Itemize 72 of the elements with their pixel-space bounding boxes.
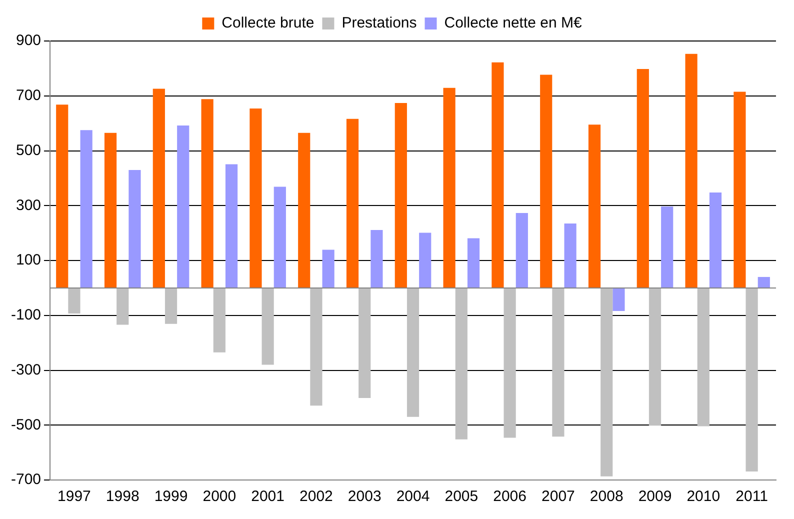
x-tick-label: 2004	[396, 488, 430, 506]
bar	[164, 288, 178, 324]
bar	[68, 288, 80, 314]
bar	[467, 238, 480, 288]
bar	[588, 124, 601, 288]
bar	[685, 54, 698, 288]
y-tick-label: 900	[16, 32, 42, 50]
y-tick-label: -300	[10, 361, 42, 378]
bar	[358, 288, 371, 398]
bar	[697, 288, 710, 426]
bar	[636, 68, 649, 288]
x-tick-label: 2007	[542, 488, 575, 506]
bar	[746, 288, 758, 472]
bar	[346, 118, 359, 288]
bar	[661, 206, 674, 288]
bar	[540, 74, 552, 288]
bar	[104, 132, 117, 288]
y-tick-label: 300	[16, 196, 42, 214]
x-tick-label: 2009	[638, 488, 672, 506]
x-tick-label: 2003	[348, 488, 382, 506]
bar	[225, 164, 238, 288]
bar	[709, 192, 722, 288]
bar	[213, 288, 226, 352]
bar	[152, 88, 165, 288]
bar	[262, 288, 274, 365]
legend-label: Collecte brute	[222, 14, 314, 32]
y-tick-label: 500	[16, 142, 42, 159]
bar	[758, 276, 770, 288]
legend-label: Prestations	[342, 14, 417, 32]
bar	[274, 186, 286, 288]
bar	[504, 288, 516, 438]
bar	[419, 232, 432, 288]
y-tick-label: -700	[10, 471, 42, 488]
y-tick-label: -500	[10, 416, 42, 434]
bar	[56, 104, 68, 288]
bar	[612, 288, 625, 311]
bar	[310, 288, 322, 406]
bar	[648, 288, 662, 426]
bar	[552, 288, 564, 437]
bar	[455, 288, 468, 440]
bar	[80, 130, 92, 288]
x-tick-label: 2005	[444, 488, 478, 506]
bar	[322, 250, 334, 288]
y-tick-label: 100	[16, 252, 42, 269]
bar	[734, 92, 746, 288]
x-tick-label: 2011	[736, 488, 768, 506]
bar	[116, 288, 129, 325]
bar	[370, 230, 383, 288]
bar	[516, 213, 528, 288]
x-tick-label: 2006	[493, 488, 526, 506]
bar	[177, 126, 190, 288]
y-tick-label: 700	[16, 87, 42, 104]
x-tick-label: 2008	[590, 488, 624, 506]
x-tick-label: 1999	[154, 488, 188, 506]
x-tick-label: 1998	[106, 488, 140, 506]
bar	[128, 170, 141, 288]
legend-label: Collecte nette en M€	[444, 14, 582, 32]
x-tick-label: 2000	[202, 488, 236, 506]
bar	[564, 223, 576, 288]
bar	[201, 99, 214, 288]
bar	[443, 88, 456, 288]
bar	[600, 288, 613, 476]
x-tick-label: 2002	[300, 488, 333, 506]
x-tick-label: 1997	[58, 488, 91, 506]
bar	[298, 132, 310, 288]
x-tick-label: 2001	[251, 488, 285, 506]
bar	[394, 103, 407, 288]
y-tick-label: -100	[10, 306, 42, 324]
bar	[492, 62, 504, 288]
x-tick-label: 2010	[686, 488, 720, 506]
bar	[250, 108, 262, 288]
bar	[406, 288, 420, 417]
